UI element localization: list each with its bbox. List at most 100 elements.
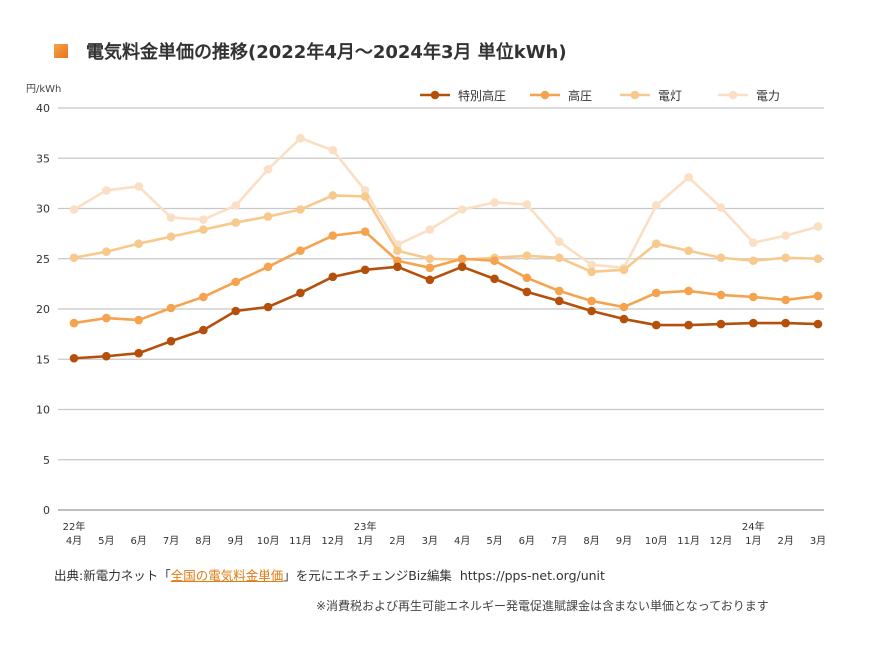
data-point <box>166 213 176 222</box>
data-point <box>651 201 661 210</box>
data-point <box>490 256 499 266</box>
y-tick-label: 5 <box>43 454 50 467</box>
x-tick-label: 5月 <box>98 535 114 547</box>
data-point <box>716 253 726 263</box>
data-point <box>554 237 564 246</box>
data-point <box>199 225 208 234</box>
data-point <box>781 295 790 305</box>
chart-title: 電気料金単価の推移(2022年4月～2024年3月 単位kWh) <box>86 42 567 63</box>
data-point <box>296 205 305 214</box>
data-point <box>587 296 596 306</box>
data-point <box>263 262 273 272</box>
data-point <box>134 348 143 358</box>
x-tick-label: 4月 <box>66 535 82 547</box>
data-point <box>781 231 790 240</box>
legend-label-1: 高圧 <box>568 88 592 103</box>
x-tick-label: 11月 <box>289 535 312 547</box>
data-point <box>134 182 143 191</box>
data-point <box>490 274 499 284</box>
line-chart: 円/kWh 0 5 10 15 20 25 30 35 40 4月 5月 6月 7月 8月 9月 10月 11月 1… <box>26 84 826 547</box>
y-tick-label: 0 <box>43 504 50 517</box>
data-point <box>749 238 758 247</box>
legend-marker-3 <box>728 90 738 100</box>
data-point <box>587 306 596 316</box>
data-point <box>522 251 532 261</box>
source-link[interactable]: 全国の電気料金単価 <box>170 568 284 583</box>
data-point <box>328 231 338 240</box>
data-point <box>328 191 338 200</box>
data-point <box>651 320 661 330</box>
x-tick-label: 11月 <box>677 535 700 547</box>
data-point <box>360 186 370 195</box>
data-point <box>231 201 241 210</box>
x-tick-label: 3月 <box>422 535 438 547</box>
data-point <box>781 318 790 328</box>
title-marker-icon <box>54 44 68 58</box>
data-point <box>587 260 596 270</box>
y-tick-label: 20 <box>36 303 50 316</box>
x-year-label: 22年 <box>63 520 86 533</box>
data-point <box>166 303 176 313</box>
x-tick-label: 6月 <box>131 535 147 547</box>
x-tick-label: 7月 <box>163 535 179 547</box>
data-point <box>199 215 208 224</box>
data-point <box>263 212 273 221</box>
x-tick-label: 8月 <box>195 535 211 547</box>
x-tick-label: 9月 <box>228 535 244 547</box>
footnote: ※消費税および再生可能エネルギー発電促進賦課金は含まない単価となっております <box>316 599 769 613</box>
source-prefix: 出典:新電力ネット「 <box>54 568 171 583</box>
data-point <box>813 254 823 264</box>
x-tick-label: 9月 <box>616 535 632 547</box>
x-tick-label: 6月 <box>519 535 535 547</box>
legend-marker-1 <box>540 90 550 100</box>
y-tick-label: 25 <box>36 253 50 266</box>
data-point <box>199 325 208 335</box>
x-tick-label: 3月 <box>810 535 826 547</box>
y-tick-label: 15 <box>36 353 50 366</box>
x-tick-label: 1月 <box>357 535 373 547</box>
data-point <box>360 227 370 236</box>
data-point <box>231 306 241 316</box>
data-point <box>425 275 435 285</box>
data-point <box>166 336 176 346</box>
data-point <box>619 314 629 324</box>
data-point <box>296 288 305 298</box>
y-tick-label: 40 <box>36 102 50 115</box>
data-point <box>263 165 273 174</box>
series-line-0 <box>73 265 819 360</box>
data-point <box>102 313 111 323</box>
data-point <box>749 318 758 328</box>
data-point <box>393 262 402 272</box>
data-point <box>263 302 273 312</box>
source-url[interactable]: https://pps-net.org/unit <box>459 568 605 583</box>
x-year-label: 24年 <box>742 520 765 533</box>
data-point <box>69 353 79 363</box>
data-point <box>749 256 758 266</box>
x-tick-label: 2月 <box>389 535 405 547</box>
data-point <box>813 319 823 329</box>
data-point <box>134 315 143 325</box>
data-point <box>749 292 758 302</box>
data-point <box>522 273 532 283</box>
y-axis-unit-label: 円/kWh <box>26 84 61 95</box>
data-point <box>296 246 305 256</box>
data-point <box>199 292 208 302</box>
series-line-3 <box>73 136 819 270</box>
data-point <box>328 145 338 155</box>
data-point <box>554 296 564 306</box>
data-point <box>134 239 143 248</box>
data-point <box>69 205 79 214</box>
x-tick-label: 12月 <box>321 535 344 547</box>
data-point <box>651 239 661 248</box>
data-point <box>587 267 596 277</box>
x-tick-label: 12月 <box>710 535 733 547</box>
data-point <box>425 254 435 264</box>
x-tick-label: 5月 <box>486 535 502 547</box>
data-point <box>360 265 370 275</box>
data-point <box>360 192 370 201</box>
x-tick-label: 7月 <box>551 535 567 547</box>
legend-label-2: 電灯 <box>658 89 682 103</box>
data-point <box>328 272 338 282</box>
data-point <box>231 218 241 227</box>
data-point <box>69 318 79 328</box>
